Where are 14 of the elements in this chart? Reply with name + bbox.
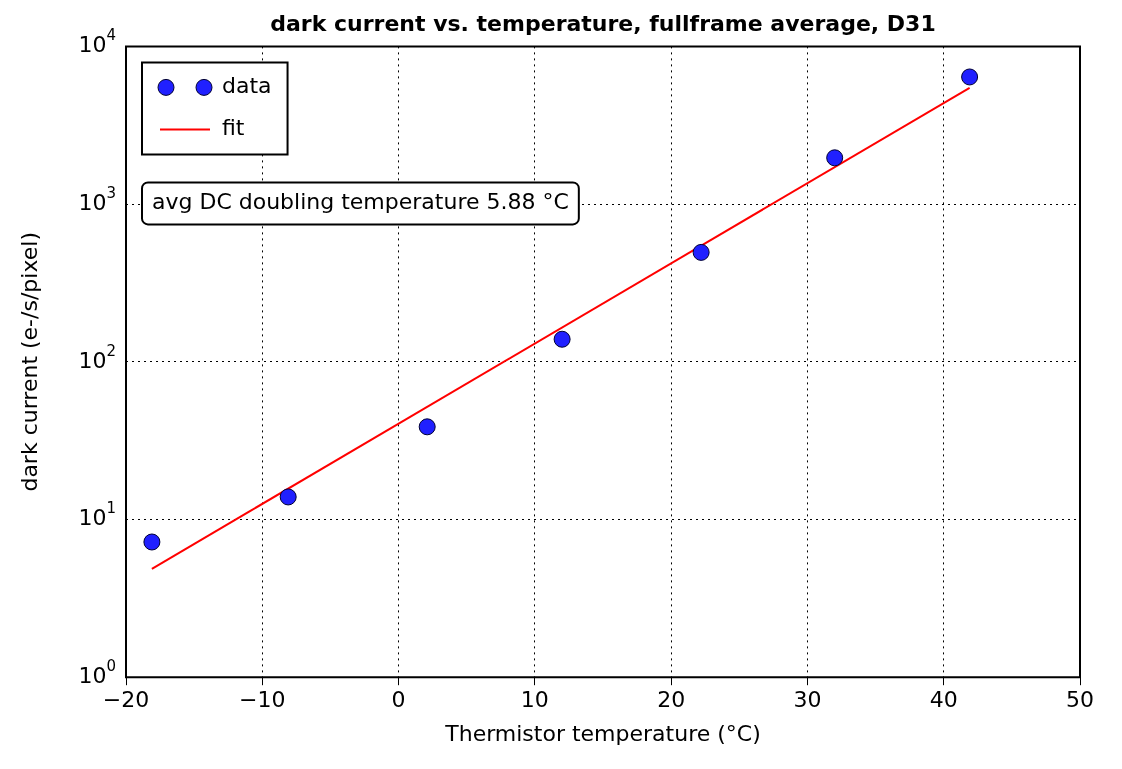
- x-tick-label: 30: [793, 687, 822, 713]
- x-tick-label: 20: [657, 687, 686, 713]
- legend-label: fit: [222, 115, 245, 141]
- x-tick-label: 0: [391, 687, 406, 713]
- x-tick-label: 10: [520, 687, 549, 713]
- x-tick-label: 50: [1066, 687, 1094, 713]
- y-axis-title: dark current (e-/s/pixel): [16, 232, 42, 492]
- chart-title: dark current vs. temperature, fullframe average, D31: [270, 10, 936, 36]
- x-axis-title: Thermistor temperature (°C): [444, 720, 761, 746]
- legend-label: data: [222, 73, 272, 99]
- x-tick-label: −10: [239, 687, 286, 713]
- annotation: avg DC doubling temperature 5.88 °C: [152, 189, 569, 215]
- x-tick-label: 40: [929, 687, 958, 713]
- x-tick-label: −20: [102, 687, 150, 713]
